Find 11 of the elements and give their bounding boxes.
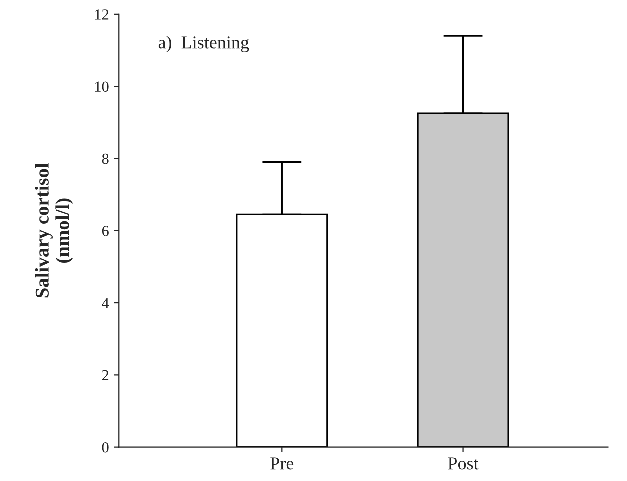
y-tick-label: 4 [102,298,110,308]
y-axis-title: Salivary cortisol (nmol/l) [35,163,74,298]
annotation: a) Listening [158,36,250,52]
y-tick-label: 10 [95,82,109,92]
y-tick-label: 8 [102,154,109,164]
x-tick-label: Pre [270,458,294,470]
y-tick-label: 2 [102,370,109,380]
y-tick-label: 12 [95,10,109,20]
x-tick-label: Post [448,458,479,470]
y-tick-label: 6 [102,226,109,236]
y-tick-label: 0 [102,442,109,453]
